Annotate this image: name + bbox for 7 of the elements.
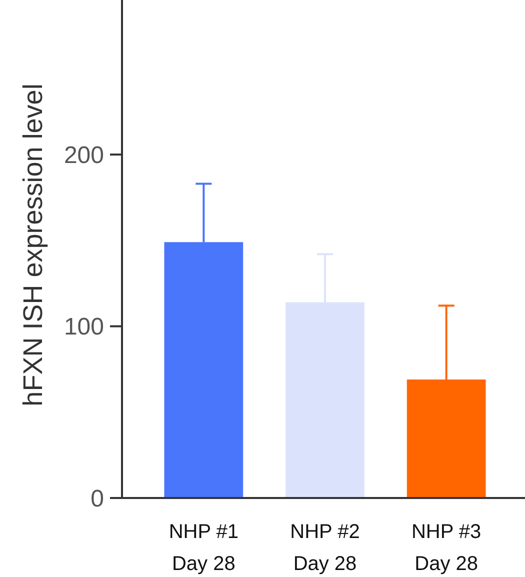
y-tick-label: 200 [64, 142, 104, 169]
y-tick-label: 100 [64, 314, 104, 341]
x-tick-label: NHP #3 Day 28 [411, 521, 482, 575]
x-tick-label: NHP #2 Day 28 [290, 521, 360, 575]
x-tick-label: NHP #1 Day 28 [168, 521, 239, 575]
y-axis-title: hFXN ISH expression level [18, 84, 48, 406]
y-tick-label: 0 [90, 485, 104, 512]
